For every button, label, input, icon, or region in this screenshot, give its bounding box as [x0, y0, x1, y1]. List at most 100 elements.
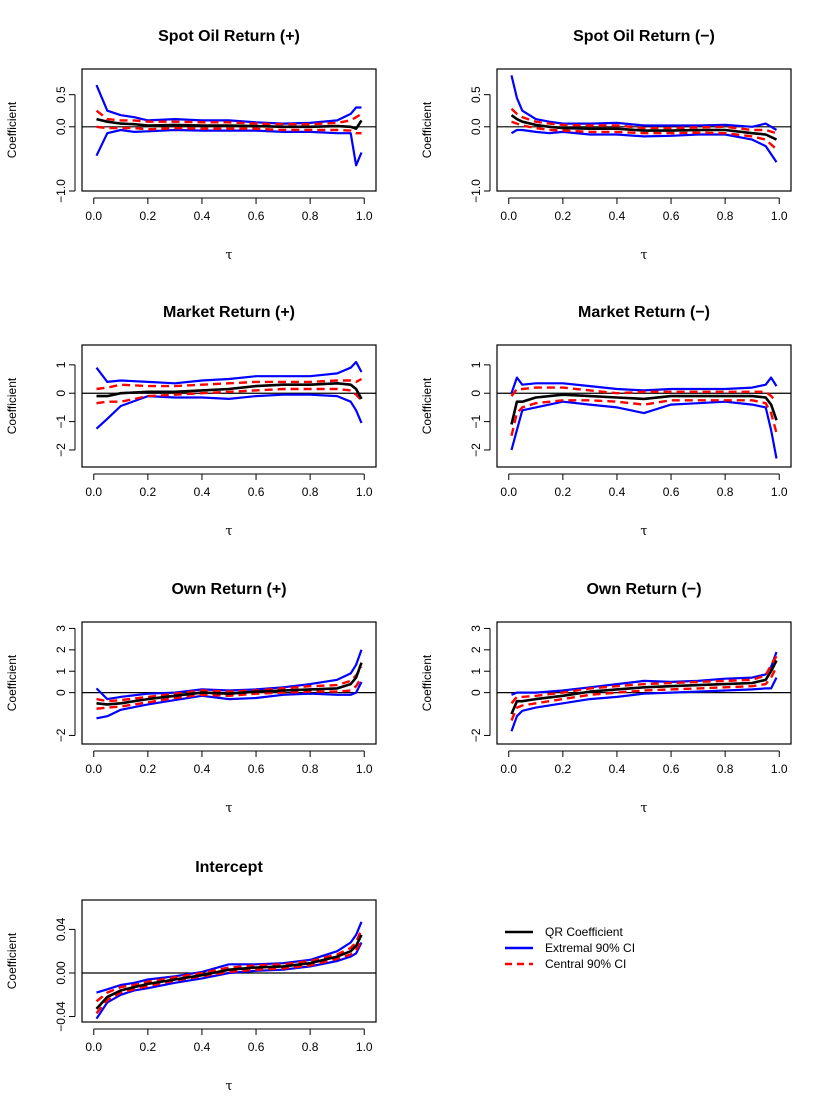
- y-tick-label: −1: [54, 414, 68, 428]
- series-central-90-ci-upper: [96, 666, 363, 703]
- y-tick-label: 0: [469, 689, 483, 696]
- panel-title: Market Return (−): [578, 304, 710, 321]
- y-tick-label: 3: [54, 625, 68, 632]
- series-central-90-ci-upper: [510, 655, 778, 705]
- series-central-90-ci-lower: [95, 939, 363, 1015]
- y-tick-label: 0.5: [469, 86, 483, 103]
- x-tick-label: 1.0: [771, 209, 788, 223]
- x-tick-label: 0.4: [609, 485, 626, 499]
- panel-spot-oil-return: Spot Oil Return (+) 0.0 0.2 0.4 0.6 0.8 1.0 −1.…: [5, 28, 377, 263]
- x-tick-label: 0.8: [717, 209, 734, 223]
- legend: QR Coefficient Extremal 90% CI Central 90%…: [505, 925, 635, 971]
- y-tick-label: 0.0: [54, 118, 68, 135]
- series-extremal-90-ci-lower: [95, 393, 363, 430]
- y-tick-label: 0.04: [54, 917, 68, 941]
- legend-label: QR Coefficient: [545, 925, 623, 939]
- y-tick-label: −1.0: [469, 179, 483, 203]
- x-tick-label: 0.8: [302, 485, 319, 499]
- x-tick-label: 0.0: [85, 1040, 102, 1054]
- x-tick-label: 0.4: [194, 485, 211, 499]
- x-tick-label: 0.2: [555, 762, 572, 776]
- panel-own-return: Own Return (+) 0.0 0.2 0.4 0.6 0.8 1.0 −2 0 1 2 3 Co…: [5, 581, 377, 816]
- y-tick-label: 0.0: [469, 118, 483, 135]
- y-tick-label: 3: [469, 625, 483, 632]
- x-tick-label: 0.4: [609, 762, 626, 776]
- panel-title: Spot Oil Return (+): [158, 28, 300, 45]
- x-tick-label: 1.0: [356, 209, 373, 223]
- series-central-90-ci-lower: [96, 676, 363, 710]
- series-extremal-90-ci-lower: [510, 677, 778, 732]
- x-tick-label: 1.0: [356, 485, 373, 499]
- x-tick-label: 0.6: [248, 1040, 265, 1054]
- x-tick-label: 0.2: [140, 1040, 157, 1054]
- x-tick-label: 0.6: [663, 209, 680, 223]
- x-axis-label: τ: [225, 524, 232, 539]
- x-tick-label: 0.4: [609, 209, 626, 223]
- legend-item-qr-coefficient: QR Coefficient: [505, 925, 623, 939]
- series-qr-coefficient: [96, 662, 363, 706]
- y-axis-label: Coefficient: [5, 101, 19, 158]
- y-tick-label: 0.00: [54, 961, 68, 985]
- legend-item-extremal-90-ci: Extremal 90% CI: [505, 941, 635, 955]
- series-extremal-90-ci-lower: [95, 128, 363, 167]
- x-axis-label: τ: [225, 801, 232, 816]
- series-extremal-90-ci-upper: [510, 75, 778, 131]
- y-tick-label: 1: [54, 668, 68, 675]
- series-extremal-90-ci-upper: [95, 84, 362, 125]
- x-tick-label: 1.0: [771, 485, 788, 499]
- legend-label: Extremal 90% CI: [545, 941, 635, 955]
- x-tick-label: 1.0: [356, 1040, 373, 1054]
- y-axis-label: Coefficient: [420, 377, 434, 434]
- x-tick-label: 0.4: [194, 762, 211, 776]
- y-axis-label: Coefficient: [5, 377, 19, 434]
- y-tick-label: −2: [469, 728, 483, 742]
- y-axis-label: Coefficient: [420, 101, 434, 158]
- x-tick-label: 0.0: [85, 762, 102, 776]
- plot-frame: [81, 621, 377, 745]
- plot-frame: [496, 68, 792, 192]
- x-tick-label: 1.0: [771, 762, 788, 776]
- panel-title: Market Return (+): [163, 304, 295, 321]
- x-tick-label: 0.0: [500, 762, 517, 776]
- panel-spot-oil-return: Spot Oil Return (−) 0.0 0.2 0.4 0.6 0.8 1.0 −1.…: [420, 28, 792, 263]
- series-qr-coefficient: [510, 659, 778, 715]
- series-central-90-ci-lower: [96, 125, 362, 135]
- y-axis-label: Coefficient: [5, 932, 19, 989]
- x-tick-label: 0.2: [555, 485, 572, 499]
- x-tick-label: 0.2: [140, 762, 157, 776]
- x-axis-label: τ: [640, 801, 647, 816]
- plot-frame: [81, 68, 377, 192]
- x-tick-label: 0.0: [85, 209, 102, 223]
- x-tick-label: 0.2: [555, 209, 572, 223]
- y-tick-label: 2: [54, 646, 68, 653]
- panel-intercept: Intercept 0.0 0.2 0.4 0.6 0.8 1.0 −0.04 0.00 0.04…: [5, 859, 377, 1094]
- x-axis-label: τ: [225, 248, 232, 263]
- series-qr-coefficient: [510, 393, 778, 425]
- series-group: [510, 376, 778, 459]
- series-extremal-90-ci-upper: [510, 376, 778, 394]
- y-tick-label: −2: [54, 728, 68, 742]
- series-central-90-ci-upper: [95, 109, 363, 126]
- series-group: [95, 360, 363, 430]
- plot-frame: [81, 899, 377, 1023]
- x-tick-label: 0.8: [302, 209, 319, 223]
- panels-group: Spot Oil Return (+) 0.0 0.2 0.4 0.6 0.8 1.0 −1.…: [5, 28, 792, 1094]
- series-group: [95, 84, 363, 167]
- series-group: [95, 649, 363, 720]
- y-tick-label: 0: [469, 390, 483, 397]
- series-group: [510, 651, 778, 732]
- y-tick-label: −2: [469, 443, 483, 457]
- series-qr-coefficient: [95, 934, 363, 1010]
- y-tick-label: −2: [54, 443, 68, 457]
- y-axis-label: Coefficient: [420, 654, 434, 711]
- legend-label: Central 90% CI: [545, 957, 626, 971]
- series-extremal-90-ci-upper: [96, 921, 363, 994]
- series-central-90-ci-lower: [511, 120, 778, 151]
- y-tick-label: −0.04: [54, 1001, 68, 1032]
- x-tick-label: 0.8: [717, 485, 734, 499]
- x-tick-label: 0.2: [140, 209, 157, 223]
- x-tick-label: 0.6: [663, 762, 680, 776]
- series-extremal-90-ci-upper: [95, 360, 363, 385]
- x-tick-label: 0.6: [248, 762, 265, 776]
